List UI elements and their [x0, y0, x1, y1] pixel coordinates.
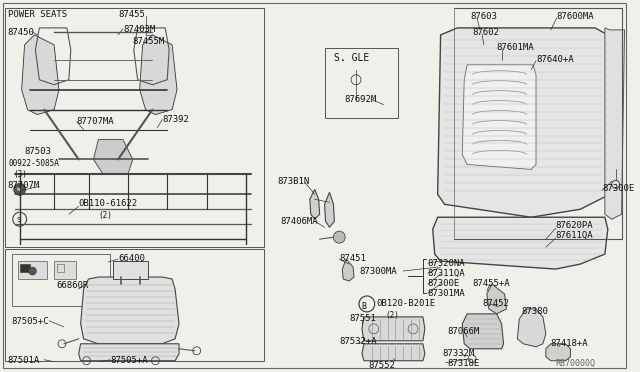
Text: 87450: 87450 — [8, 28, 35, 37]
Polygon shape — [438, 28, 610, 217]
Text: 87455M: 87455M — [132, 37, 165, 46]
Text: 87418+A: 87418+A — [551, 339, 588, 348]
Polygon shape — [81, 277, 179, 344]
Polygon shape — [310, 189, 319, 219]
Text: 87300E: 87300E — [428, 279, 460, 288]
Text: RB70000Q: RB70000Q — [556, 359, 596, 368]
Bar — [54, 261, 76, 279]
Text: 87318E: 87318E — [447, 359, 480, 368]
Text: 87503: 87503 — [24, 147, 51, 157]
Text: 87505+A: 87505+A — [110, 356, 148, 365]
Polygon shape — [362, 344, 425, 361]
Text: 87452: 87452 — [482, 299, 509, 308]
Text: 66400: 66400 — [118, 254, 145, 263]
Text: 87300MA: 87300MA — [359, 267, 397, 276]
Text: W: W — [17, 187, 20, 192]
Text: (3): (3) — [14, 170, 28, 179]
Polygon shape — [113, 261, 148, 279]
Text: 87532+A: 87532+A — [339, 337, 377, 346]
Text: 87602: 87602 — [472, 28, 499, 37]
Text: 87551: 87551 — [349, 314, 376, 323]
Circle shape — [14, 183, 26, 195]
Text: 87300E: 87300E — [602, 185, 634, 193]
Polygon shape — [462, 314, 504, 349]
Text: 87455: 87455 — [118, 10, 145, 19]
Text: 87455+A: 87455+A — [472, 279, 509, 288]
Text: 87406MA: 87406MA — [280, 217, 318, 226]
Polygon shape — [79, 344, 179, 361]
Polygon shape — [22, 35, 59, 115]
Text: POWER SEATS: POWER SEATS — [8, 10, 67, 19]
Polygon shape — [517, 309, 546, 347]
Polygon shape — [462, 65, 536, 169]
Text: 87301MA: 87301MA — [428, 289, 465, 298]
Polygon shape — [140, 35, 177, 115]
Text: 0B120-B201E: 0B120-B201E — [377, 299, 436, 308]
Text: 87603: 87603 — [470, 12, 497, 21]
Text: (2): (2) — [99, 211, 112, 220]
Polygon shape — [605, 28, 625, 219]
Polygon shape — [362, 317, 425, 341]
Text: 87707M: 87707M — [8, 182, 40, 190]
Text: 87620PA: 87620PA — [556, 221, 593, 230]
Text: 87392: 87392 — [163, 115, 189, 124]
Bar — [5, 8, 264, 247]
Bar — [18, 261, 47, 279]
Text: (2): (2) — [385, 311, 399, 320]
Text: 87601MA: 87601MA — [497, 43, 534, 52]
Polygon shape — [93, 140, 132, 174]
Text: 87692M: 87692M — [344, 94, 376, 104]
Text: 87066M: 87066M — [447, 327, 480, 336]
Text: S. GLE: S. GLE — [334, 53, 370, 63]
Bar — [57, 264, 64, 272]
Text: 87501A: 87501A — [8, 356, 40, 365]
Bar — [20, 264, 29, 272]
Text: 87505+C: 87505+C — [12, 317, 49, 326]
Text: 87640+A: 87640+A — [536, 55, 573, 64]
Text: 87403M: 87403M — [123, 25, 155, 34]
Polygon shape — [433, 217, 608, 269]
Text: S: S — [17, 217, 21, 223]
Text: 87380: 87380 — [521, 307, 548, 316]
Text: 87600MA: 87600MA — [557, 12, 595, 21]
Bar — [5, 249, 264, 361]
Text: 87552: 87552 — [369, 361, 396, 370]
Text: 87611QA: 87611QA — [556, 231, 593, 240]
Text: 0B110-61622: 0B110-61622 — [79, 199, 138, 208]
Text: 87451: 87451 — [339, 254, 366, 263]
Circle shape — [333, 231, 345, 243]
Text: 87707MA: 87707MA — [77, 116, 115, 126]
Text: B: B — [362, 302, 367, 311]
Circle shape — [29, 267, 36, 275]
Text: 00922-5085A: 00922-5085A — [9, 160, 60, 169]
Polygon shape — [487, 284, 506, 314]
Bar — [324, 48, 398, 118]
Bar — [12, 254, 110, 306]
Polygon shape — [546, 344, 570, 361]
Text: 87320NA: 87320NA — [428, 259, 465, 268]
Text: 66860R: 66860R — [56, 281, 88, 290]
Polygon shape — [342, 259, 354, 281]
Text: 87311QA: 87311QA — [428, 269, 465, 278]
Text: 873B1N: 873B1N — [277, 177, 310, 186]
Text: 87332M: 87332M — [443, 349, 475, 358]
Polygon shape — [324, 192, 334, 227]
